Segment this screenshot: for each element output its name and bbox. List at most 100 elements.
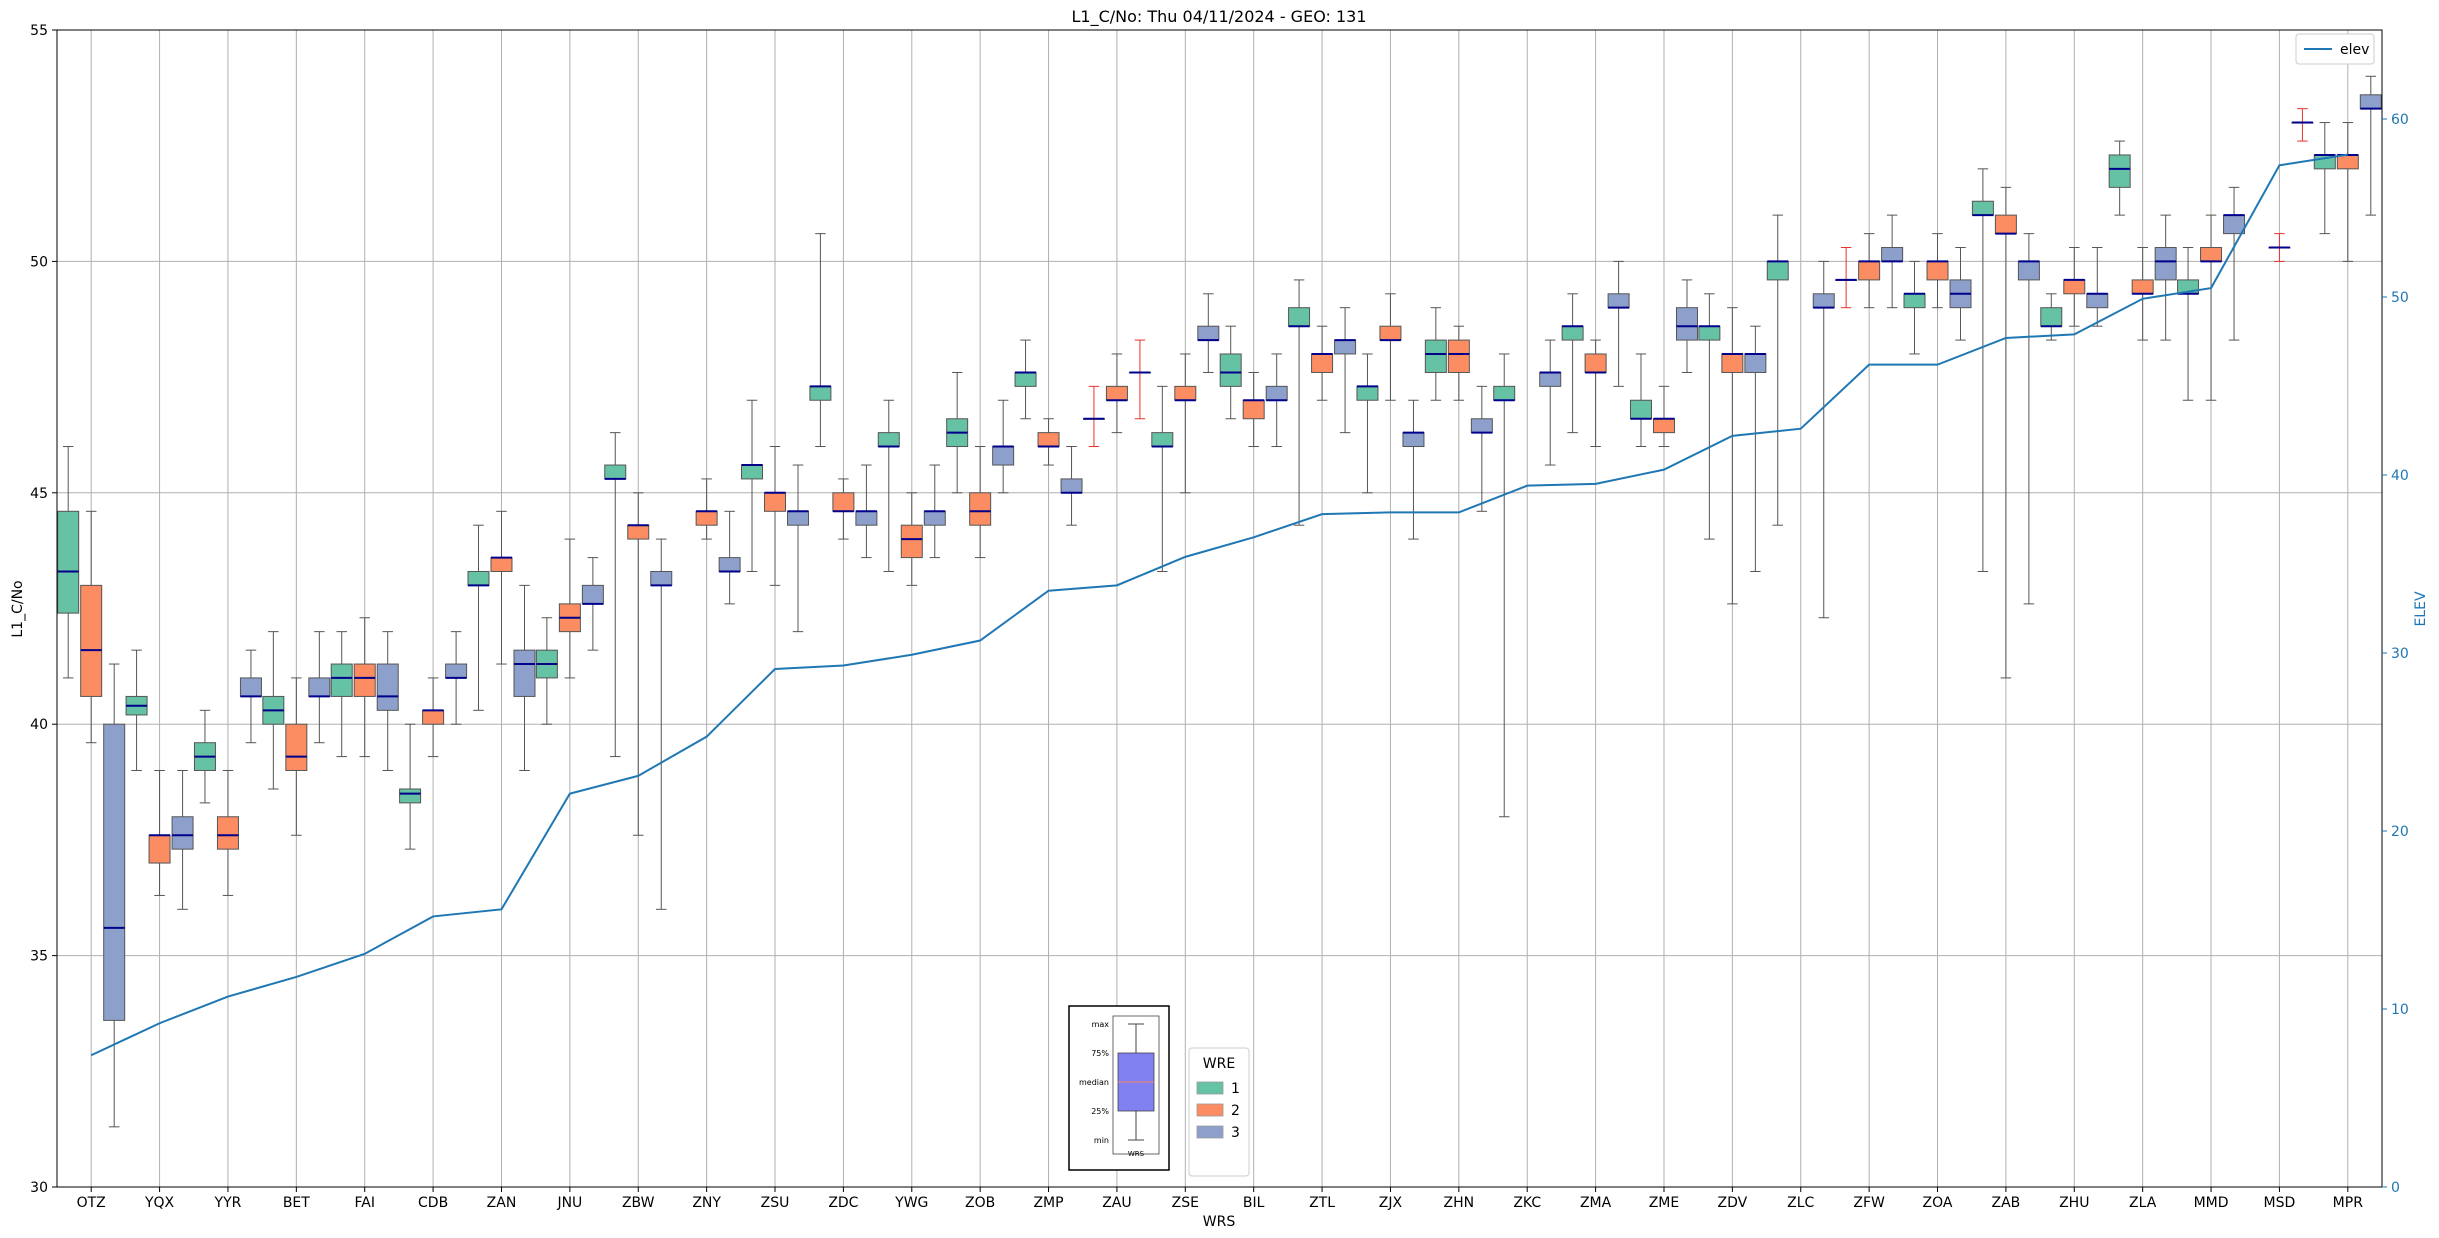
y2-tick-label: 30 xyxy=(2391,646,2409,662)
box-YYR-wre1 xyxy=(193,709,216,804)
box-OTZ-wre2 xyxy=(80,510,103,744)
legend-swatch xyxy=(1196,1125,1224,1139)
x-tick-label: ZSE xyxy=(1172,1195,1199,1211)
box-body xyxy=(718,557,741,572)
x-tick-label: MSD xyxy=(2264,1195,2296,1211)
box-ZOB-wre1 xyxy=(946,371,969,494)
y-tick-label: 40 xyxy=(30,717,48,733)
box-body xyxy=(467,570,490,586)
y2-tick-label: 50 xyxy=(2391,290,2409,306)
box-body xyxy=(2131,279,2154,295)
box-body xyxy=(1858,260,1881,281)
elev-polyline xyxy=(90,153,2348,1057)
box-ZTL-wre1 xyxy=(1288,279,1311,526)
box-BET-wre2 xyxy=(285,677,308,836)
box-CDB-wre3 xyxy=(445,631,468,725)
wre-legend: WRE 1 2 3 xyxy=(1188,1047,1250,1177)
box-ZHN-wre2 xyxy=(1447,325,1470,401)
x-tick-label: ZDV xyxy=(1718,1195,1748,1211)
box-ZSU-wre1 xyxy=(741,399,764,572)
box-ZKC-wre1 xyxy=(1493,353,1516,818)
box-body xyxy=(1698,325,1721,341)
box-YWG-wre1 xyxy=(877,399,900,572)
box-CDB-wre1 xyxy=(399,723,422,850)
box-ZTL-wre2 xyxy=(1311,325,1334,401)
box-YWG-wre3 xyxy=(923,464,946,559)
inset-label: 75% xyxy=(1091,1049,1109,1058)
box-body xyxy=(1014,371,1037,387)
box-ZLA-wre1 xyxy=(2108,140,2131,216)
box-ZOB-wre2 xyxy=(969,446,992,559)
box-ZFW-wre2 xyxy=(1858,233,1881,309)
x-tick-label: ZNY xyxy=(692,1195,721,1211)
box-body xyxy=(353,663,376,697)
box-ZDV-wre2 xyxy=(1721,307,1744,605)
box-ZLA-wre2 xyxy=(2131,247,2154,341)
box-body xyxy=(2200,247,2223,262)
box-body xyxy=(1812,293,1835,309)
box-body xyxy=(1926,260,1949,281)
y2-tick-label: 40 xyxy=(2391,468,2409,484)
box-body xyxy=(2154,247,2177,281)
box-ZJX-wre1 xyxy=(1356,353,1379,494)
box-BET-wre1 xyxy=(262,631,285,790)
box-body xyxy=(80,584,103,697)
box-ZSU-wre2 xyxy=(764,446,787,586)
box-body xyxy=(1584,353,1607,373)
box-ZDC-wre1 xyxy=(809,233,832,448)
box-ZJX-wre2 xyxy=(1379,293,1402,401)
box-MSD-wre2 xyxy=(2268,233,2291,262)
box-YQX-wre3 xyxy=(171,769,194,910)
legend-label: 2 xyxy=(1231,1103,1240,1119)
box-body xyxy=(1539,371,1562,387)
box-body xyxy=(2017,260,2040,281)
box-ZMA-wre1 xyxy=(1561,293,1584,434)
box-ZSE-wre1 xyxy=(1151,385,1174,572)
box-body xyxy=(1561,325,1584,341)
box-body xyxy=(809,385,832,401)
box-MPR-wre3 xyxy=(2359,75,2382,216)
box-ZAU-wre1 xyxy=(1082,385,1105,448)
box-FAI-wre3 xyxy=(376,631,399,771)
box-body xyxy=(2336,154,2359,170)
box-ZME-wre2 xyxy=(1652,385,1675,448)
x-tick-label: BET xyxy=(283,1195,310,1211)
box-YQX-wre1 xyxy=(125,649,148,771)
elev-line xyxy=(90,153,2348,1057)
x-tick-label: BIL xyxy=(1243,1195,1265,1211)
x-axis-label: WRS xyxy=(1203,1214,1236,1230)
box-body xyxy=(695,510,718,526)
y-tick-label: 35 xyxy=(30,949,48,965)
box-body xyxy=(1060,478,1083,494)
box-ZME-wre1 xyxy=(1629,353,1652,448)
box-CDB-wre2 xyxy=(422,677,445,758)
box-ZLC-wre1 xyxy=(1766,214,1789,526)
x-tick-label: YWG xyxy=(894,1195,928,1211)
x-tick-label: ZLC xyxy=(1787,1195,1814,1211)
inset-inner-frame xyxy=(1112,1015,1160,1155)
box-body xyxy=(787,510,810,526)
box-ZFW-wre3 xyxy=(1881,214,1904,309)
box-body xyxy=(1037,432,1060,448)
box-YWG-wre2 xyxy=(900,492,923,586)
box-body xyxy=(376,663,399,711)
box-body xyxy=(969,492,992,526)
box-body xyxy=(2040,307,2063,327)
box-body xyxy=(1402,432,1425,448)
box-JNU-wre2 xyxy=(558,538,581,679)
x-tick-label: ZAN xyxy=(487,1195,517,1211)
box-body xyxy=(900,524,923,559)
box-ZHU-wre3 xyxy=(2086,247,2109,327)
box-YYR-wre2 xyxy=(216,769,239,896)
x-tick-label: OTZ xyxy=(77,1195,106,1211)
box-body xyxy=(1994,214,2017,235)
y-tick-label: 55 xyxy=(30,23,48,39)
inset-label: 25% xyxy=(1091,1107,1109,1116)
x-tick-label: ZLA xyxy=(2129,1195,2157,1211)
box-body xyxy=(2359,94,2382,110)
x-tick-label: ZAB xyxy=(1992,1195,2021,1211)
box-body xyxy=(1493,385,1516,401)
box-ZOA-wre1 xyxy=(1903,260,1926,355)
box-BIL-wre2 xyxy=(1242,371,1265,448)
x-tick-label: MMD xyxy=(2194,1195,2229,1211)
